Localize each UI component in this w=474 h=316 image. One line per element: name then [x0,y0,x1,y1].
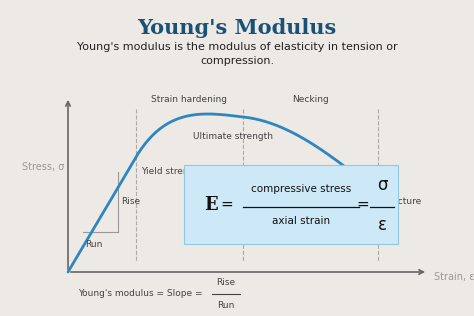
Text: Fracture: Fracture [384,197,421,206]
Text: Run: Run [217,301,235,310]
Text: Young's Modulus: Young's Modulus [137,18,337,38]
FancyBboxPatch shape [184,165,398,244]
Text: ε: ε [377,216,386,234]
Text: Strain, ε: Strain, ε [434,272,474,282]
Text: Yield strength: Yield strength [141,167,204,176]
Text: Strain hardening: Strain hardening [152,95,228,104]
Text: Rise: Rise [217,278,236,287]
Text: σ: σ [377,177,387,195]
Text: E: E [204,196,218,214]
Text: Young's modulus = Slope =: Young's modulus = Slope = [78,289,205,299]
Text: =: = [220,197,233,212]
Text: Ultimate strength: Ultimate strength [193,132,273,141]
Text: Stress, σ: Stress, σ [22,162,64,172]
Text: compressive stress: compressive stress [251,185,351,195]
Text: axial strain: axial strain [272,216,330,227]
Text: Run: Run [85,240,102,249]
Text: Young's modulus is the modulus of elasticity in tension or
compression.: Young's modulus is the modulus of elasti… [77,42,397,66]
Text: =: = [356,197,369,212]
Text: Rise: Rise [121,198,140,206]
Text: Necking: Necking [292,95,329,104]
